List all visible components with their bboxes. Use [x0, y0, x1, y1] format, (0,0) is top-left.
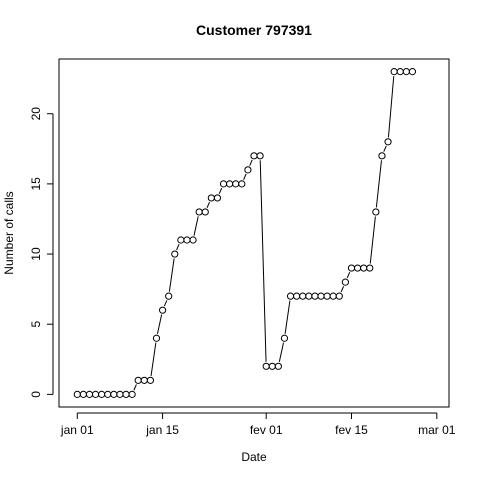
data-point [104, 390, 112, 398]
data-point [408, 68, 417, 76]
data-point [140, 376, 148, 384]
series-segment [375, 160, 382, 208]
series-segment [249, 159, 253, 166]
data-point [378, 152, 386, 160]
data-point [299, 292, 307, 300]
data-point [384, 138, 392, 146]
data-point [201, 208, 209, 216]
data-point [366, 264, 374, 272]
series-segment [383, 145, 387, 152]
data-point [232, 180, 240, 188]
y-tick-label: 15 [29, 177, 43, 191]
series-segment [284, 300, 291, 334]
data-point [341, 278, 350, 286]
data-point [347, 264, 356, 272]
y-axis-label: Number of calls [2, 191, 16, 274]
x-tick-label: mar 01 [418, 423, 456, 437]
data-point [128, 390, 136, 398]
data-point [195, 208, 203, 216]
x-axis: jan 01 jan 15 fev 01 fev 15 mar 01 [60, 412, 456, 437]
data-point [146, 376, 155, 384]
data-point [329, 292, 337, 300]
data-point [226, 180, 234, 188]
series-segment [259, 160, 267, 362]
data-point [171, 250, 179, 258]
data-point [134, 376, 142, 384]
data-point [256, 152, 264, 160]
data-point [98, 390, 106, 398]
data-point [219, 180, 228, 188]
data-point [213, 194, 222, 202]
data-point [360, 264, 368, 272]
series-segment [218, 187, 223, 194]
y-tick-label: 10 [29, 247, 43, 261]
data-point [165, 292, 173, 300]
data-point [177, 236, 185, 244]
data-point [323, 292, 331, 300]
series-segment [206, 201, 211, 209]
data-point [158, 306, 167, 314]
data-point [268, 362, 276, 370]
series-segment [168, 258, 175, 292]
series-segment [369, 216, 376, 264]
y-tick-label: 0 [29, 391, 43, 398]
data-point [353, 264, 362, 272]
x-tick-label: jan 01 [60, 423, 94, 437]
series-segment [163, 300, 168, 307]
series-segment [243, 173, 247, 180]
data-point [85, 390, 94, 398]
data-point [396, 68, 404, 76]
data-point [116, 390, 124, 398]
data-point [280, 334, 289, 342]
plot-frame [58, 58, 450, 408]
data-point [207, 194, 215, 202]
y-axis: 0 5 10 15 20 [29, 107, 54, 398]
series-segment [387, 76, 395, 138]
data-point [238, 180, 246, 188]
series-lines [133, 76, 395, 391]
data-point [79, 390, 87, 398]
data-point [317, 292, 325, 300]
x-axis-label: Date [241, 450, 267, 464]
data-point [335, 292, 343, 300]
data-point [311, 292, 319, 300]
series-segment [340, 286, 345, 293]
data-point [73, 390, 81, 398]
data-point [390, 68, 398, 76]
data-point [152, 334, 161, 342]
data-point [402, 68, 410, 76]
series-segment [150, 342, 157, 376]
series-segment [346, 272, 351, 279]
data-point [305, 292, 313, 300]
data-point [183, 236, 191, 244]
y-tick-label: 20 [29, 107, 43, 121]
series-segment [278, 342, 285, 363]
data-point [372, 208, 380, 216]
data-point [244, 166, 252, 174]
data-point [91, 390, 100, 398]
x-tick-label: fev 15 [335, 423, 368, 437]
x-tick-label: jan 15 [145, 423, 179, 437]
data-point [286, 292, 295, 300]
series-segment [133, 384, 137, 391]
data-point [122, 390, 130, 398]
series-segment [156, 314, 163, 334]
data-point [250, 152, 258, 160]
data-point [110, 390, 118, 398]
data-point [274, 362, 282, 370]
chart-title: Customer 797391 [196, 22, 312, 38]
series-points [73, 68, 417, 398]
data-point [293, 292, 301, 300]
y-tick-label: 5 [29, 321, 43, 328]
data-point [262, 362, 270, 370]
series-segment [193, 216, 199, 236]
x-tick-label: fev 01 [250, 423, 283, 437]
series-segment [176, 243, 180, 251]
data-point [189, 236, 197, 244]
